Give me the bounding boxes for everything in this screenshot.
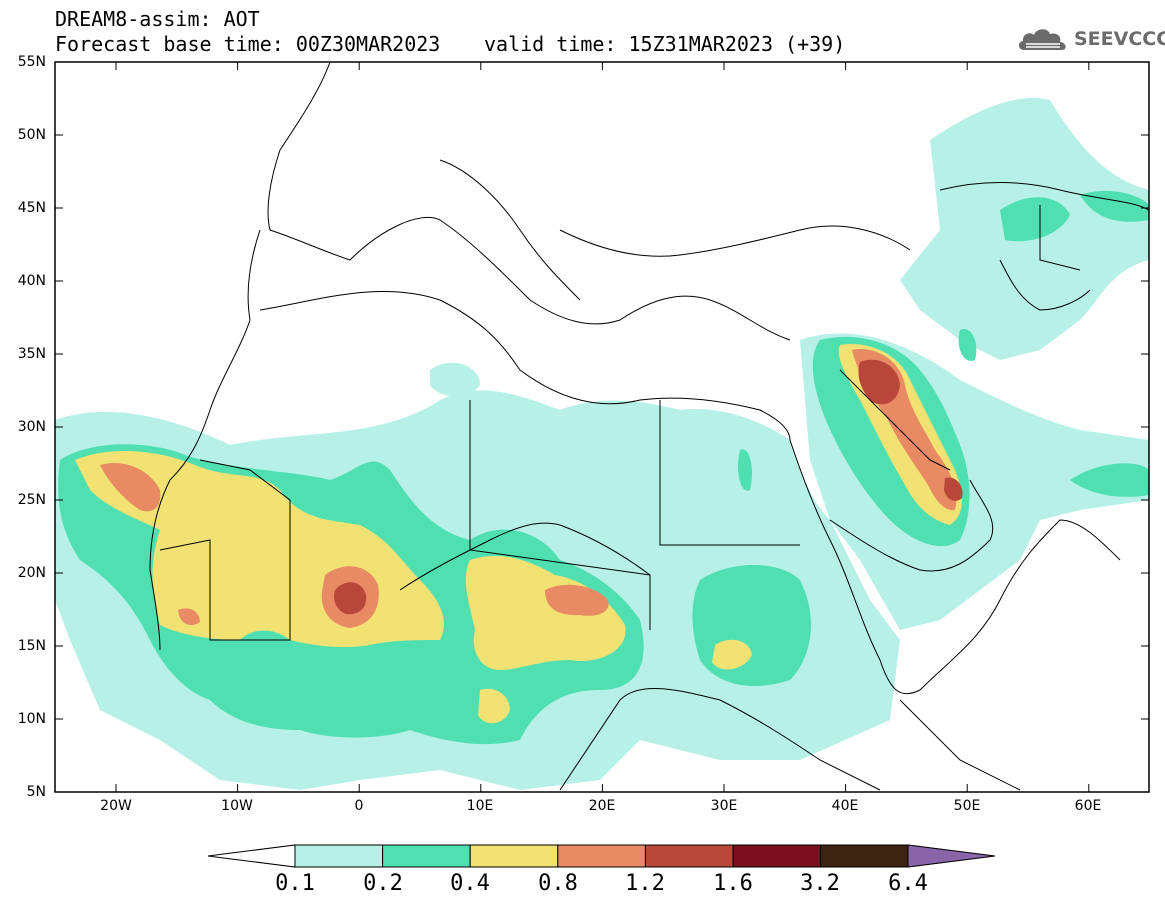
lat-label: 40N — [17, 273, 46, 289]
lon-label: 20E — [588, 798, 616, 814]
lon-label: 30E — [710, 798, 738, 814]
colorbar-label: 0.8 — [538, 871, 578, 896]
seevccc-logo: SEEVCCC — [1016, 24, 1165, 58]
colorbar-box — [557, 844, 646, 868]
lon-label: 20W — [100, 798, 132, 814]
map-title: DREAM8-assim: AOT — [55, 7, 260, 31]
lat-label: 10N — [17, 711, 46, 727]
colorbar-box — [732, 844, 822, 868]
colorbar — [207, 844, 996, 868]
lon-label: 60E — [1074, 798, 1102, 814]
colorbar-label: 3.2 — [800, 871, 840, 896]
colorbar-box — [820, 844, 909, 868]
lon-label: 10W — [221, 798, 253, 814]
colorbar-box — [469, 844, 559, 868]
colorbar-label: 0.1 — [275, 871, 315, 896]
colorbar-over-triangle — [907, 844, 996, 868]
colorbar-label: 0.2 — [363, 871, 403, 896]
colorbar-box — [382, 844, 471, 868]
lat-label: 35N — [17, 346, 46, 362]
colorbar-label: 1.2 — [625, 871, 665, 896]
colorbar-under-triangle — [207, 844, 296, 868]
lat-label: 55N — [17, 54, 46, 70]
lat-label: 5N — [26, 784, 46, 800]
aot-level-1.2-area — [334, 359, 963, 615]
axis-ticks — [55, 61, 1149, 793]
lat-label: 50N — [17, 127, 46, 143]
cloud-logo-icon — [1018, 29, 1066, 50]
lon-label: 40E — [831, 798, 859, 814]
coastlines — [149, 62, 1149, 791]
colorbar-label: 6.4 — [888, 871, 928, 896]
lat-label: 25N — [17, 492, 46, 508]
logo-text: SEEVCCC — [1074, 28, 1165, 50]
valid-time: valid time: 15Z31MAR2023 (+39) — [484, 32, 846, 56]
lat-label: 20N — [17, 565, 46, 581]
colorbar-box — [294, 844, 384, 868]
colorbar-label: 0.4 — [450, 871, 490, 896]
lat-label: 45N — [17, 200, 46, 216]
forecast-base-time: Forecast base time: 00Z30MAR2023 — [55, 32, 441, 56]
colorbar-label: 1.6 — [713, 871, 753, 896]
lon-label: 10E — [466, 798, 494, 814]
lon-label: 0 — [354, 798, 364, 814]
colorbar-box — [644, 844, 734, 868]
lat-label: 15N — [17, 638, 46, 654]
lon-label: 50E — [953, 798, 981, 814]
lat-label: 30N — [17, 419, 46, 435]
